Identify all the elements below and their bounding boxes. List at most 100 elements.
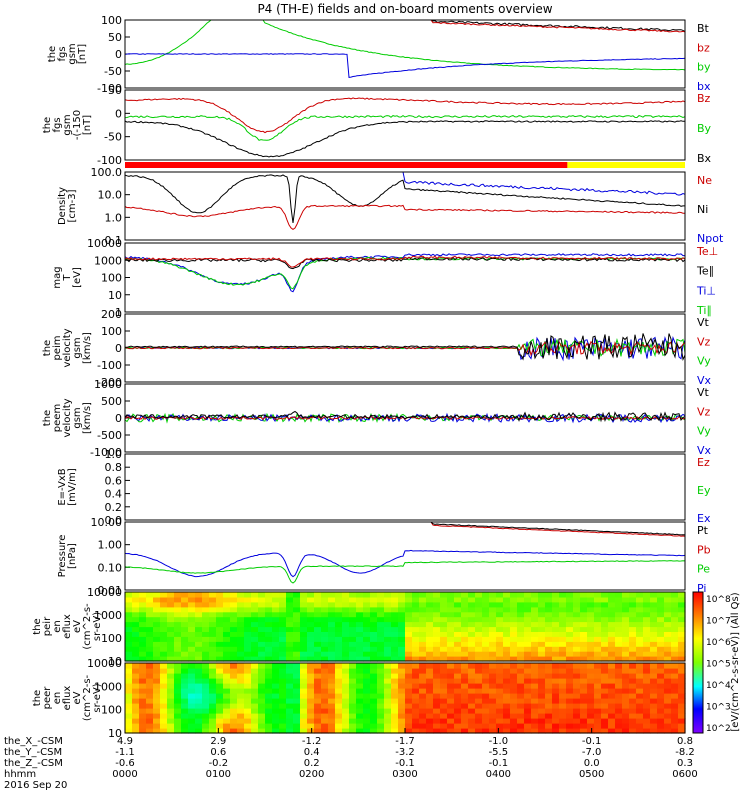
heatmap-cell [671, 631, 679, 637]
heatmap-cell [489, 663, 497, 669]
heatmap-cell [139, 708, 147, 714]
heatmap-cell [251, 718, 259, 724]
heatmap-cell [503, 708, 511, 714]
heatmap-cell [524, 718, 532, 724]
heatmap-cell [636, 693, 644, 699]
heatmap-cell [230, 683, 238, 689]
heatmap-cell [419, 631, 427, 637]
heatmap-cell [272, 688, 280, 694]
heatmap-cell [482, 611, 490, 618]
heatmap-cell [538, 698, 546, 704]
heatmap-cell [489, 596, 497, 603]
heatmap-cell [517, 663, 525, 669]
heatmap-cell [552, 693, 560, 699]
heatmap-cell [146, 673, 154, 679]
heatmap-cell [503, 651, 511, 657]
heatmap-cell [237, 636, 245, 642]
heatmap-cell [510, 596, 518, 603]
heatmap-cell [293, 621, 301, 628]
heatmap-cell [181, 723, 189, 729]
heatmap-cell [524, 663, 532, 669]
heatmap-cell [160, 636, 168, 642]
heatmap-cell [650, 708, 658, 714]
heatmap-cell [419, 663, 427, 669]
heatmap-cell [426, 621, 434, 628]
heatmap-cell [468, 718, 476, 724]
heatmap-cell [405, 611, 413, 618]
heatmap-cell [538, 651, 546, 657]
heatmap-cell [160, 621, 168, 628]
ytick-label: 1.0 [105, 211, 123, 224]
heatmap-cell [573, 631, 581, 637]
heatmap-cell [538, 723, 546, 729]
heatmap-cell [356, 718, 364, 724]
heatmap-cell [223, 718, 231, 724]
heatmap-cell [265, 656, 273, 662]
heatmap-cell [125, 718, 133, 724]
heatmap-cell [216, 703, 224, 709]
xaxis-row-label: hhmm [4, 769, 36, 780]
heatmap-cell [146, 663, 154, 669]
heatmap-cell [363, 621, 371, 628]
heatmap-cell [615, 723, 623, 729]
heatmap-cell [286, 713, 294, 719]
heatmap-cell [650, 678, 658, 684]
heatmap-cell [132, 688, 140, 694]
heatmap-cell [566, 621, 574, 628]
heatmap-cell [461, 698, 469, 704]
ylabel-line: eflux [62, 686, 73, 711]
heatmap-cell [153, 631, 161, 637]
heatmap-cell [188, 631, 196, 637]
heatmap-cell [391, 601, 399, 608]
heatmap-cell [454, 636, 462, 642]
heatmap-cell [496, 673, 504, 679]
heatmap-cell [265, 678, 273, 684]
heatmap-cell [447, 688, 455, 694]
heatmap-cell [622, 601, 630, 608]
heatmap-cell [244, 626, 252, 632]
heatmap-cell [223, 708, 231, 714]
heatmap-cell [510, 651, 518, 657]
heatmap-cell [307, 698, 315, 704]
heatmap-cell [545, 678, 553, 684]
heatmap-cell [412, 606, 420, 613]
heatmap-cell [139, 611, 147, 618]
heatmap-cell [230, 723, 238, 729]
heatmap-cell [475, 616, 483, 623]
heatmap-cell [489, 631, 497, 637]
heatmap-cell [489, 713, 497, 719]
heatmap-cell [419, 621, 427, 628]
heatmap-cell [412, 688, 420, 694]
heatmap-cell [447, 723, 455, 729]
heatmap-cell [580, 728, 588, 734]
heatmap-cell [279, 626, 287, 632]
heatmap-cell [643, 693, 651, 699]
heatmap-cell [538, 683, 546, 689]
heatmap-cell [237, 616, 245, 623]
heatmap-cell [426, 626, 434, 632]
heatmap-cell [237, 673, 245, 679]
heatmap-cell [160, 688, 168, 694]
heatmap-cell [174, 723, 182, 729]
heatmap-cell [552, 663, 560, 669]
heatmap-cell [363, 693, 371, 699]
plot-area-fgs_gsm_dc [124, 97, 686, 158]
heatmap-cell [461, 723, 469, 729]
heatmap-cell [531, 668, 539, 674]
heatmap-cell [181, 688, 189, 694]
heatmap-cell [167, 728, 175, 734]
heatmap-cell [272, 626, 280, 632]
heatmap-cell [461, 688, 469, 694]
heatmap-cell [678, 651, 686, 657]
heatmap-cell [657, 646, 665, 652]
heatmap-cell [307, 601, 315, 608]
heatmap-cell [433, 611, 441, 618]
heatmap-cell [146, 596, 154, 603]
heatmap-cell [622, 596, 630, 603]
heatmap-cell [594, 728, 602, 734]
heatmap-cell [608, 683, 616, 689]
heatmap-cell [405, 693, 413, 699]
heatmap-cell [181, 698, 189, 704]
ytick-label: -50 [104, 65, 122, 78]
heatmap-cell [216, 693, 224, 699]
